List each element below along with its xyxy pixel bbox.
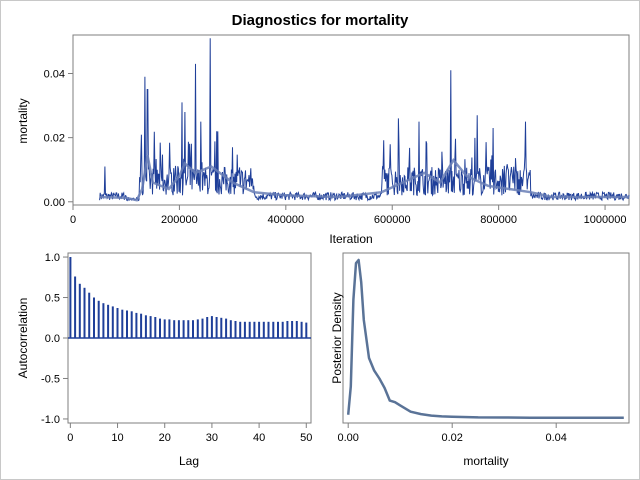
autocorrelation-x-axis: 0 10 20 30 40 50 [67, 423, 312, 444]
trace-y-axis-label: mortality [16, 98, 30, 143]
trace-x-axis-label: Iteration [329, 232, 372, 246]
autocorrelation-bar [234, 321, 237, 338]
autocorrelation-bar [116, 308, 119, 338]
autocorrelation-bar [140, 313, 143, 338]
autocorrelation-bar [295, 321, 298, 338]
autocorrelation-bar [69, 257, 72, 338]
autocorrelation-bar [196, 319, 199, 338]
autocorrelation-bar [126, 310, 128, 338]
autocorrelation-bar [83, 287, 86, 338]
autocorrelation-bar [149, 316, 152, 338]
autocorrelation-bar [78, 283, 81, 338]
autocorrelation-bar [272, 321, 275, 338]
autocorrelation-bar [220, 317, 223, 338]
autocorrelation-bar [187, 320, 190, 338]
trace-x-tick-label: 0 [70, 214, 76, 226]
autocorrelation-bar [97, 300, 100, 338]
autocorrelation-y-tick-label: 0.0 [45, 333, 60, 345]
autocorrelation-bar [239, 321, 242, 338]
trace-x-tick-label: 800000 [480, 214, 517, 226]
autocorrelation-bar [111, 306, 114, 338]
density-curve [346, 258, 624, 420]
trace-y-tick-label: 0.04 [44, 68, 65, 80]
trace-x-tick-label: 600000 [374, 214, 411, 226]
trace-series [99, 38, 630, 202]
autocorrelation-bar [163, 319, 166, 338]
trace-y-axis: 0.00 0.02 0.04 [44, 68, 73, 209]
autocorrelation-y-tick-label: 1.0 [45, 252, 60, 264]
autocorrelation-y-tick-label: 0.5 [45, 293, 60, 305]
autocorrelation-bar [281, 321, 284, 338]
density-x-tick-label: 0.00 [337, 432, 358, 444]
autocorrelation-bar [121, 309, 124, 338]
trace-x-tick-label: 200000 [161, 214, 198, 226]
density-y-axis-label: Posterior Density [330, 292, 344, 383]
trace-x-tick-label: 400000 [267, 214, 304, 226]
autocorrelation-x-tick-label: 50 [300, 432, 312, 444]
density-plot-frame [342, 252, 630, 424]
autocorrelation-bar [154, 317, 157, 338]
density-panel: 0.00 0.02 0.04 mortality Posterior Density [330, 252, 630, 468]
autocorrelation-bar [206, 317, 209, 338]
autocorrelation-bar [286, 321, 289, 338]
autocorrelation-bar [262, 321, 265, 338]
autocorrelation-bar [201, 318, 204, 338]
autocorrelation-bar [144, 315, 147, 338]
density-x-tick-label: 0.02 [441, 432, 462, 444]
trace-panel: 0.00 0.02 0.04 0 200000 400000 600000 800000 10… [16, 34, 630, 246]
autocorrelation-bar [215, 317, 218, 338]
autocorrelation-bar [177, 320, 180, 338]
autocorrelation-x-tick-label: 0 [67, 432, 73, 444]
autocorrelation-bar [291, 321, 294, 338]
autocorrelation-bar [107, 304, 110, 338]
autocorrelation-bar [159, 318, 161, 338]
trace-y-tick-label: 0.02 [44, 133, 65, 145]
density-x-tick-label: 0.04 [545, 432, 566, 444]
autocorrelation-bar [182, 320, 185, 338]
autocorrelation-bar [253, 321, 256, 338]
trace-plot-frame [72, 34, 630, 206]
autocorrelation-bar [229, 320, 232, 338]
autocorrelation-bar [192, 320, 194, 338]
autocorrelation-bar [74, 276, 77, 338]
autocorrelation-panel: 1.0 0.5 0.0 -0.5 -1.0 0 10 20 30 40 50 Lag Autoco… [16, 252, 312, 468]
autocorrelation-bar [168, 319, 171, 338]
trace-x-axis: 0 200000 400000 600000 800000 1000000 [70, 205, 627, 226]
density-x-axis-label: mortality [463, 454, 508, 468]
autocorrelation-x-tick-label: 10 [111, 432, 123, 444]
autocorrelation-bar [267, 321, 270, 338]
autocorrelation-y-axis: 1.0 0.5 0.0 -0.5 -1.0 [41, 252, 68, 426]
autocorrelation-bar [130, 311, 133, 338]
autocorrelation-bar [210, 316, 213, 338]
autocorrelation-bar [243, 321, 246, 338]
autocorrelation-x-axis-label: Lag [179, 454, 199, 468]
autocorrelation-bar [173, 320, 176, 338]
trace-smooth-line [99, 155, 629, 202]
autocorrelation-bar [93, 297, 95, 338]
autocorrelation-bar [258, 321, 261, 338]
autocorrelation-bar [305, 322, 308, 338]
autocorrelation-x-tick-label: 20 [159, 432, 171, 444]
autocorrelation-bar [300, 321, 303, 338]
autocorrelation-bar [135, 312, 138, 338]
figure-title: Diagnostics for mortality [232, 12, 409, 29]
autocorrelation-y-axis-label: Autocorrelation [16, 298, 30, 379]
autocorrelation-bar [248, 321, 251, 338]
autocorrelation-x-tick-label: 40 [253, 432, 265, 444]
autocorrelation-bar [225, 318, 228, 338]
trace-x-tick-label: 1000000 [584, 214, 627, 226]
autocorrelation-x-tick-label: 30 [206, 432, 218, 444]
density-x-axis: 0.00 0.02 0.04 [337, 423, 567, 444]
autocorrelation-y-tick-label: -0.5 [41, 373, 60, 385]
autocorrelation-y-tick-label: -1.0 [41, 414, 60, 426]
density-series [346, 258, 624, 420]
autocorrelation-bar [88, 292, 91, 338]
autocorrelation-bar [102, 303, 105, 338]
trace-y-tick-label: 0.00 [44, 197, 65, 209]
autocorrelation-bar [277, 321, 279, 338]
autocorrelation-bars [68, 257, 311, 339]
